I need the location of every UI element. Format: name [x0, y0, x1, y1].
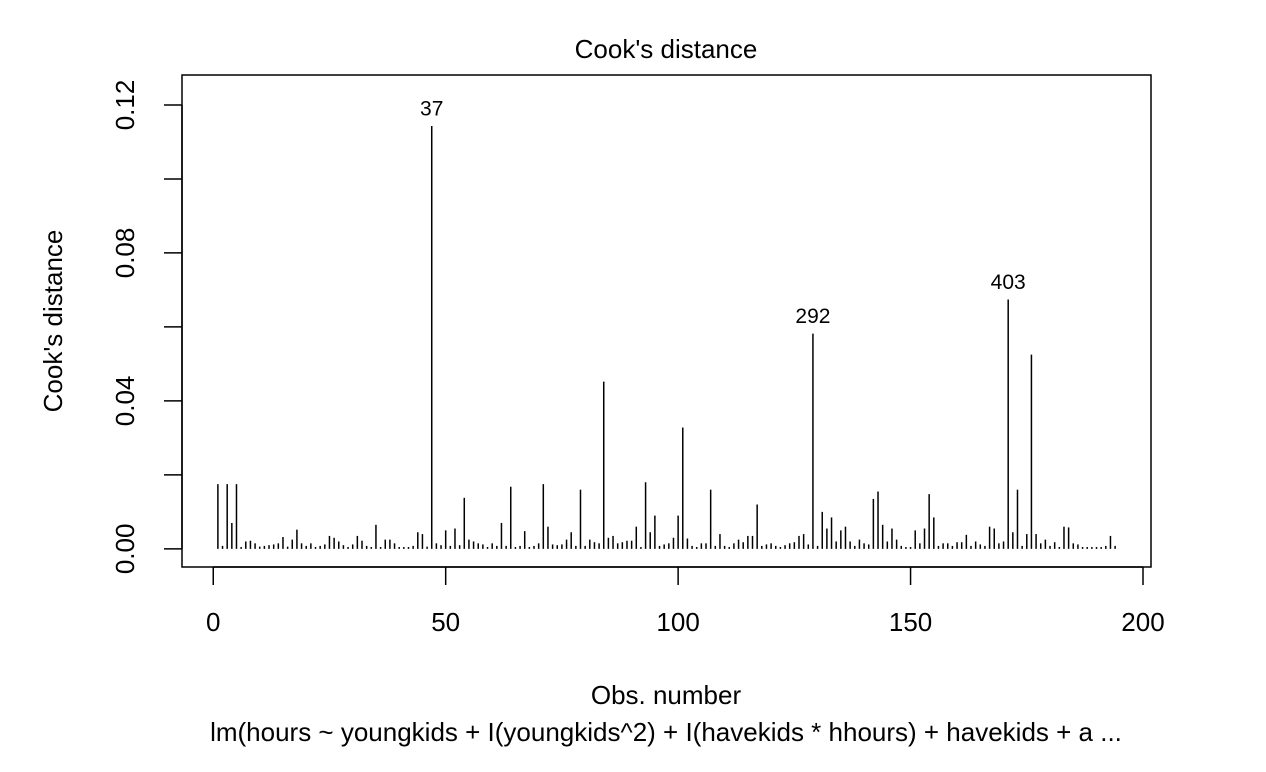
point-label: 292 — [795, 305, 830, 328]
y-tick-label: 0.00 — [110, 524, 140, 575]
y-tick-label: 0.08 — [110, 228, 140, 279]
x-tick-label: 200 — [1121, 607, 1164, 637]
y-tick-label: 0.04 — [110, 376, 140, 427]
point-label: 37 — [420, 98, 443, 121]
x-axis-label: Obs. number — [591, 680, 742, 710]
point-label: 403 — [991, 271, 1026, 294]
x-tick-label: 50 — [431, 607, 460, 637]
y-axis-label: Cook's distance — [38, 230, 68, 413]
subtitle: lm(hours ~ youngkids + I(youngkids^2) + … — [210, 717, 1122, 747]
x-tick-label: 100 — [656, 607, 699, 637]
plot-frame — [181, 74, 1152, 568]
chart-title: Cook's distance — [575, 34, 758, 64]
y-tick-label: 0.12 — [110, 80, 140, 131]
x-tick-label: 0 — [206, 607, 220, 637]
x-tick-label: 150 — [889, 607, 932, 637]
